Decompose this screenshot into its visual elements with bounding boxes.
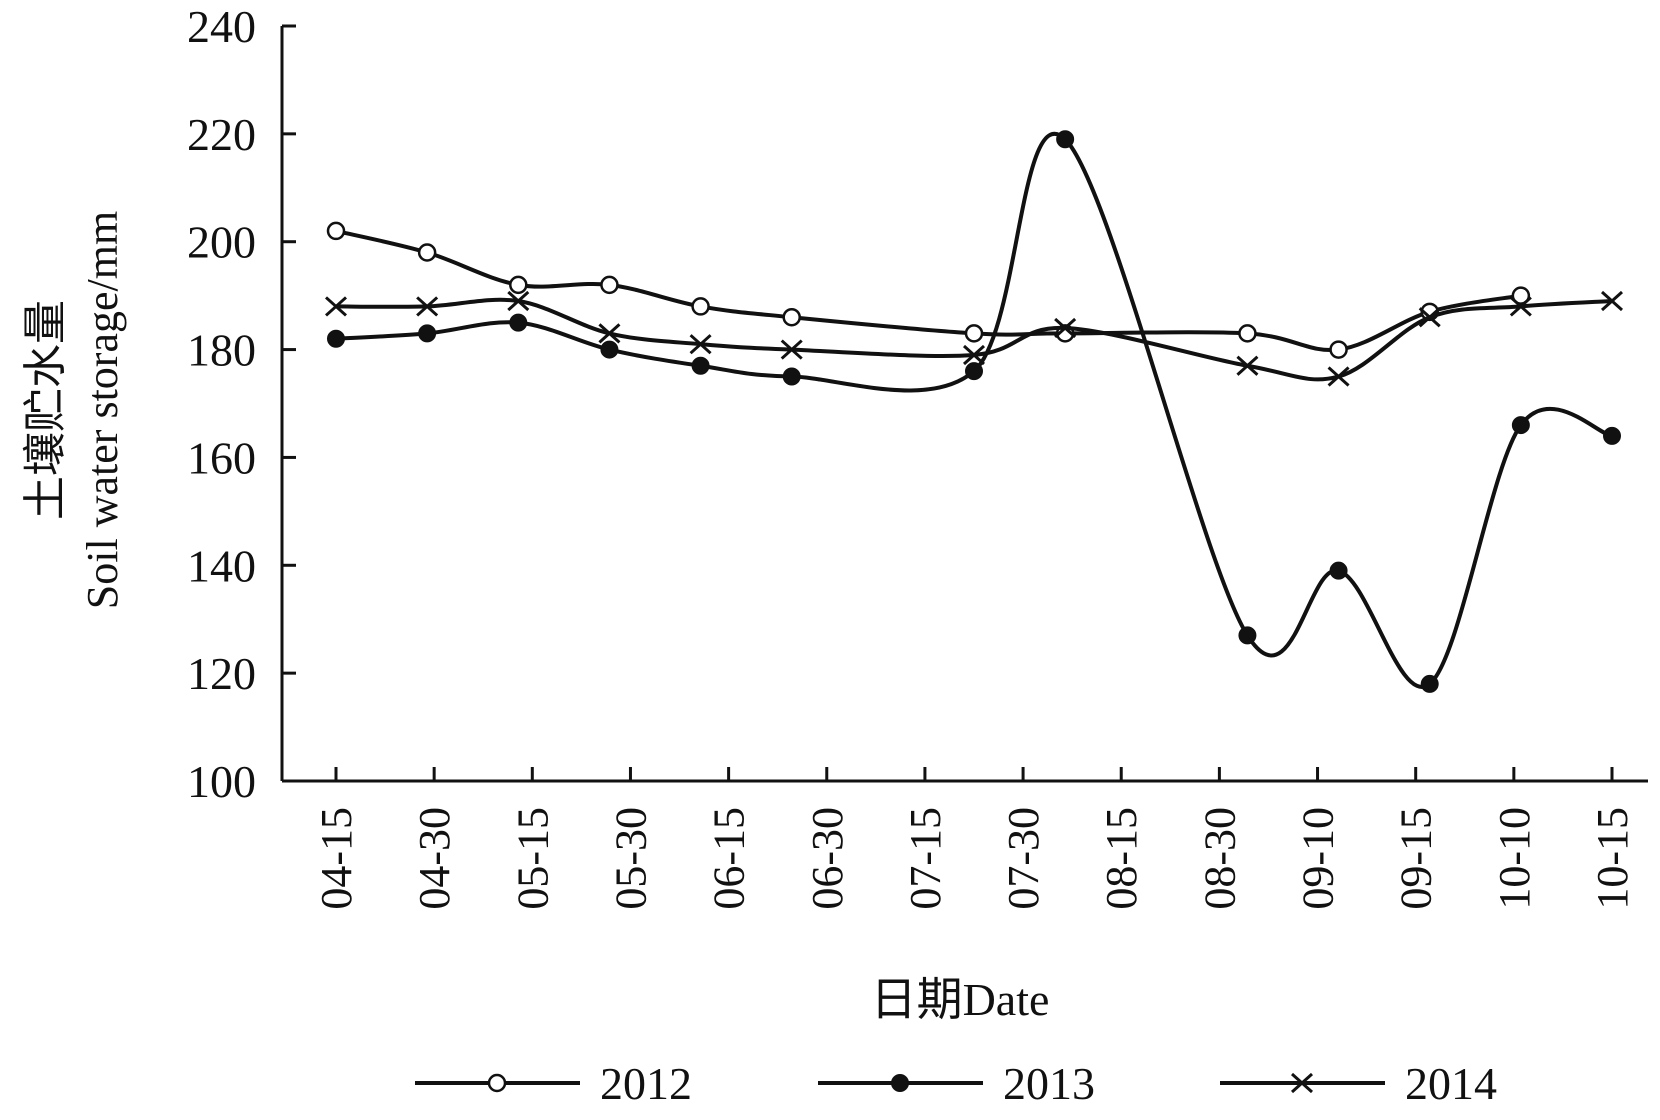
data-point — [962, 344, 986, 366]
series-2013 — [327, 130, 1621, 693]
data-point — [1238, 324, 1257, 343]
legend-marker — [487, 1073, 507, 1093]
data-point — [1418, 307, 1441, 328]
legend-label: 2012 — [600, 1058, 692, 1109]
data-point — [1509, 296, 1532, 317]
cross-stroke — [416, 296, 439, 317]
cross-stroke — [780, 339, 803, 360]
legend-item-2012: 2012 — [415, 1058, 692, 1109]
data-point — [1600, 290, 1624, 312]
data-point — [416, 296, 439, 317]
x-tick-label: 04-30 — [410, 807, 459, 910]
data-point — [417, 243, 437, 262]
legend-label: 2014 — [1405, 1058, 1497, 1109]
data-point — [691, 297, 710, 316]
axes — [280, 26, 1648, 783]
x-tick-label: 06-30 — [803, 807, 852, 910]
x-tick-label: 10-10 — [1490, 807, 1539, 910]
series-group — [324, 130, 1624, 693]
data-point — [780, 339, 803, 360]
data-point — [598, 323, 621, 344]
data-point — [327, 329, 345, 348]
legend-label: 2013 — [1003, 1058, 1095, 1109]
cross-stroke — [1236, 355, 1259, 376]
data-point — [1603, 426, 1621, 445]
x-tick-label: 06-15 — [705, 807, 754, 910]
data-point — [1329, 561, 1348, 580]
cross-stroke — [324, 296, 348, 317]
x-tick-label: 09-10 — [1294, 807, 1343, 910]
cross-stroke — [598, 323, 621, 344]
x-ticks: 04-15 04-30 05-15 05-30 06-15 06-30 07-15 07-30… — [312, 767, 1637, 910]
y-tick-label: 200 — [187, 217, 256, 268]
x-tick-label: 05-15 — [508, 807, 557, 910]
x-tick-label: 04-15 — [312, 807, 361, 910]
data-point — [965, 362, 983, 381]
data-point — [507, 290, 530, 312]
y-tick-label: 140 — [187, 540, 256, 591]
cross-stroke — [1327, 366, 1350, 387]
y-tick-label: 220 — [187, 109, 256, 160]
cross-stroke — [1418, 307, 1441, 328]
x-tick-label: 10-15 — [1588, 807, 1637, 910]
legend-marker — [891, 1074, 909, 1092]
y-tick-label: 240 — [187, 1, 256, 52]
cross-stroke — [689, 334, 712, 355]
data-point — [418, 324, 437, 343]
data-point — [600, 275, 619, 295]
cross-stroke — [962, 344, 986, 366]
legend-marker — [1290, 1072, 1314, 1094]
y-tick-label: 160 — [187, 432, 256, 483]
y-axis-label-cn: 土壤贮水量 — [21, 300, 70, 520]
data-point — [1329, 340, 1348, 359]
data-point — [1327, 366, 1350, 387]
data-point — [1420, 674, 1439, 693]
y-axis-label: 土壤贮水量 Soil water storage/mm — [21, 211, 127, 609]
data-point — [689, 334, 712, 355]
data-point — [1056, 130, 1075, 149]
data-point — [1238, 626, 1257, 645]
cross-stroke — [1600, 290, 1624, 312]
cross-stroke — [1290, 1072, 1314, 1094]
x-tick-label: 08-15 — [1097, 807, 1146, 910]
x-axis-label: 日期Date — [871, 974, 1050, 1025]
legend-item-2013: 2013 — [818, 1058, 1095, 1109]
data-point — [691, 356, 710, 375]
legend-item-2014: 2014 — [1220, 1058, 1497, 1109]
series-line-2013 — [335, 132, 1613, 689]
data-point — [324, 296, 348, 317]
data-point — [782, 367, 801, 386]
y-tick-label: 100 — [187, 756, 256, 807]
data-point — [509, 313, 528, 332]
data-point — [1054, 317, 1077, 339]
data-point — [782, 307, 801, 327]
data-point — [1236, 355, 1259, 376]
x-tick-label: 07-15 — [901, 807, 950, 910]
x-tick-label: 05-30 — [606, 807, 655, 910]
x-tick-label: 07-30 — [999, 807, 1048, 910]
data-point — [964, 324, 984, 343]
cross-stroke — [507, 290, 530, 312]
y-ticks: 100 120 140 160 180 200 220 240 — [187, 1, 296, 807]
x-tick-label: 08-30 — [1195, 807, 1244, 910]
data-point — [600, 340, 619, 359]
cross-stroke — [1054, 317, 1077, 339]
data-point — [326, 221, 346, 241]
data-point — [509, 275, 528, 295]
data-point — [1511, 286, 1531, 305]
y-tick-label: 120 — [187, 648, 256, 699]
cross-stroke — [1509, 296, 1532, 317]
y-tick-label: 180 — [187, 325, 256, 376]
legend: 2012 2013 2014 — [415, 1058, 1497, 1109]
series-2014 — [324, 290, 1624, 387]
y-axis-label-en: Soil water storage/mm — [78, 211, 127, 609]
x-tick-label: 09-15 — [1392, 807, 1441, 910]
series-2012 — [326, 221, 1531, 359]
data-point — [1511, 416, 1530, 435]
